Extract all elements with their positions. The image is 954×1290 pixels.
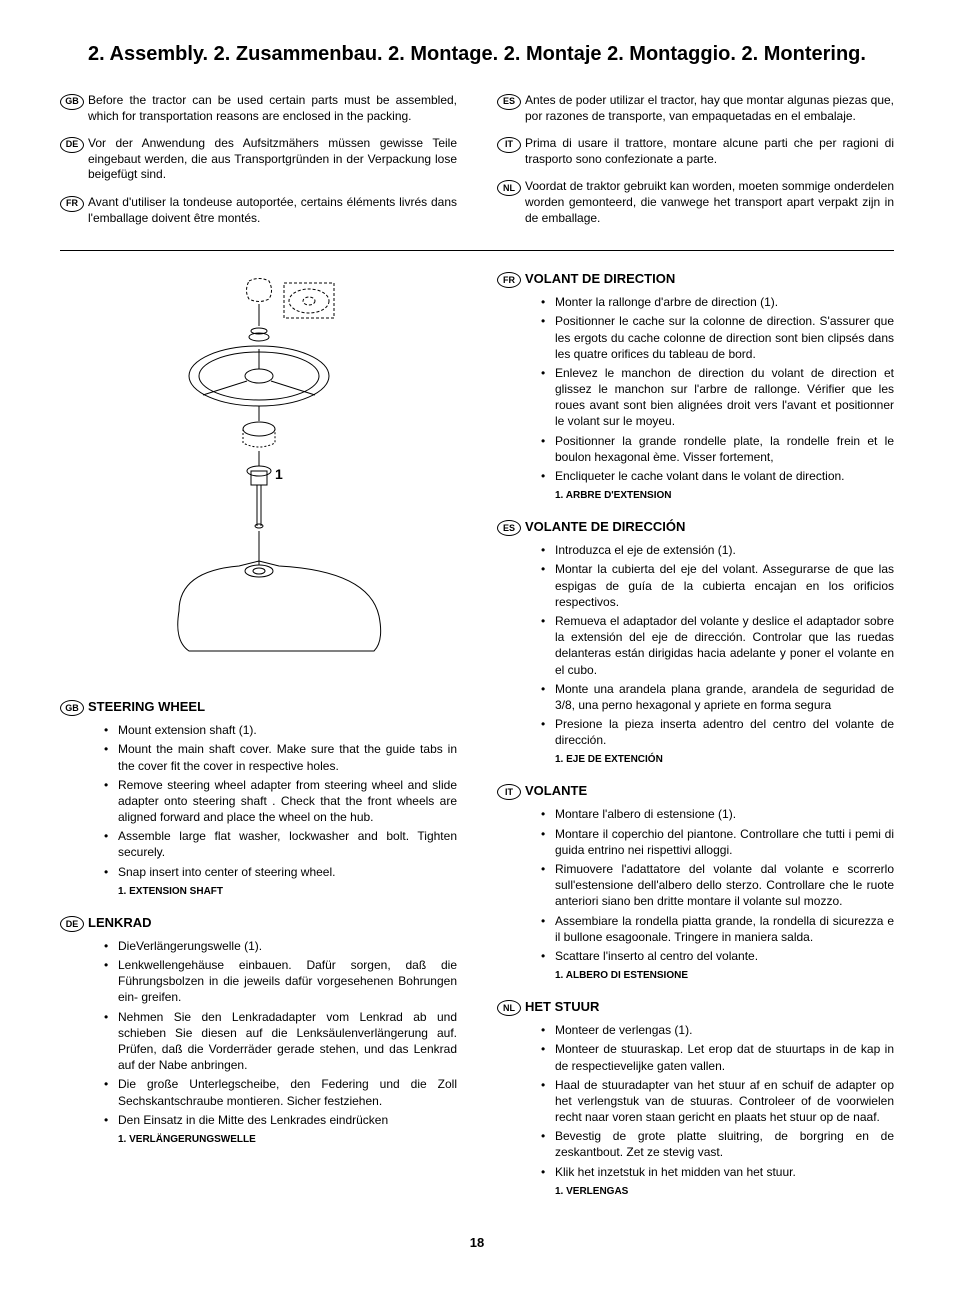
instruction-list: Monter la rallonge d'arbre de direction … bbox=[497, 294, 894, 484]
intro-section: GB Before the tractor can be used certai… bbox=[60, 93, 894, 251]
intro-de: DE Vor der Anwendung des Aufsitzmähers m… bbox=[60, 136, 457, 183]
list-item: Klik het inzetstuk in het midden van het… bbox=[541, 1164, 894, 1180]
intro-text: Avant d'utiliser la tondeuse autoportée,… bbox=[88, 195, 457, 226]
instruction-list: Montare l'albero di estensione (1). Mont… bbox=[497, 806, 894, 964]
intro-gb: GB Before the tractor can be used certai… bbox=[60, 93, 457, 124]
section-note: 1. VERLENGAS bbox=[555, 1186, 894, 1197]
list-item: Introduzca el eje de extensión (1). bbox=[541, 542, 894, 558]
list-item: Monteer de verlengas (1). bbox=[541, 1022, 894, 1038]
lang-badge-de: DE bbox=[60, 916, 84, 932]
instruction-list: DieVerlängerungswelle (1). Lenkwellengeh… bbox=[60, 938, 457, 1128]
intro-it: IT Prima di usare il trattore, montare a… bbox=[497, 136, 894, 167]
list-item: Encliqueter le cache volant dans le vola… bbox=[541, 468, 894, 484]
list-item: Nehmen Sie den Lenkradadapter vom Lenkra… bbox=[104, 1009, 457, 1074]
list-item: Positionner le cache sur la colonne de d… bbox=[541, 313, 894, 362]
lang-badge-nl: NL bbox=[497, 1000, 521, 1016]
list-item: Snap insert into center of steering whee… bbox=[104, 864, 457, 880]
list-item: Montare l'albero di estensione (1). bbox=[541, 806, 894, 822]
section-title: VOLANTE bbox=[525, 783, 587, 798]
section-nl: NL HET STUUR Monteer de verlengas (1). M… bbox=[497, 999, 894, 1197]
section-note: 1. VERLÄNGERUNGSWELLE bbox=[118, 1134, 457, 1145]
instruction-list: Monteer de verlengas (1). Monteer de stu… bbox=[497, 1022, 894, 1180]
list-item: Monter la rallonge d'arbre de direction … bbox=[541, 294, 894, 310]
lang-badge-es: ES bbox=[497, 520, 521, 536]
lang-badge-gb: GB bbox=[60, 700, 84, 716]
section-note: 1. ALBERO DI ESTENSIONE bbox=[555, 970, 894, 981]
intro-text: Antes de poder utilizar el tractor, hay … bbox=[525, 93, 894, 124]
lang-badge-de: DE bbox=[60, 137, 84, 153]
lang-badge-es: ES bbox=[497, 94, 521, 110]
list-item: Mount extension shaft (1). bbox=[104, 722, 457, 738]
intro-text: Vor der Anwendung des Aufsitzmähers müss… bbox=[88, 136, 457, 183]
list-item: Assembiare la rondella piatta grande, la… bbox=[541, 913, 894, 945]
intro-fr: FR Avant d'utiliser la tondeuse autoport… bbox=[60, 195, 457, 226]
intro-nl: NL Voordat de traktor gebruikt kan worde… bbox=[497, 179, 894, 226]
lang-badge-fr: FR bbox=[60, 196, 84, 212]
intro-text: Voordat de traktor gebruikt kan worden, … bbox=[525, 179, 894, 226]
intro-text: Prima di usare il trattore, montare alcu… bbox=[525, 136, 894, 167]
list-item: Positionner la grande rondelle plate, la… bbox=[541, 433, 894, 465]
list-item: DieVerlängerungswelle (1). bbox=[104, 938, 457, 954]
list-item: Assemble large flat washer, lockwasher a… bbox=[104, 828, 457, 860]
lang-badge-it: IT bbox=[497, 137, 521, 153]
list-item: Scattare l'inserto al centro del volante… bbox=[541, 948, 894, 964]
list-item: Mount the main shaft cover. Make sure th… bbox=[104, 741, 457, 773]
list-item: Den Einsatz in die Mitte des Lenkrades e… bbox=[104, 1112, 457, 1128]
page-number: 18 bbox=[60, 1235, 894, 1250]
section-note: 1. EJE DE EXTENCIÓN bbox=[555, 754, 894, 765]
lang-badge-fr: FR bbox=[497, 272, 521, 288]
page-title: 2. Assembly. 2. Zusammenbau. 2. Montage.… bbox=[60, 40, 894, 68]
section-fr: FR VOLANT DE DIRECTION Monter la rallong… bbox=[497, 271, 894, 501]
section-gb: GB STEERING WHEEL Mount extension shaft … bbox=[60, 699, 457, 897]
section-title: LENKRAD bbox=[88, 915, 152, 930]
section-es: ES VOLANTE DE DIRECCIÓN Introduzca el ej… bbox=[497, 519, 894, 765]
section-title: VOLANT DE DIRECTION bbox=[525, 271, 675, 286]
section-title: HET STUUR bbox=[525, 999, 599, 1014]
list-item: Monteer de stuuraskap. Let erop dat de s… bbox=[541, 1041, 894, 1073]
list-item: Haal de stuuradapter van het stuur af en… bbox=[541, 1077, 894, 1126]
lang-badge-nl: NL bbox=[497, 180, 521, 196]
intro-text: Before the tractor can be used certain p… bbox=[88, 93, 457, 124]
instruction-list: Mount extension shaft (1). Mount the mai… bbox=[60, 722, 457, 880]
lang-badge-it: IT bbox=[497, 784, 521, 800]
list-item: Remove steering wheel adapter from steer… bbox=[104, 777, 457, 826]
instruction-list: Introduzca el eje de extensión (1). Mont… bbox=[497, 542, 894, 748]
steering-wheel-diagram: 1 bbox=[60, 271, 457, 674]
list-item: Remueva el adaptador del volante y desli… bbox=[541, 613, 894, 678]
list-item: Die große Unterlegscheibe, den Federing … bbox=[104, 1076, 457, 1108]
list-item: Montar la cubierta del eje del volant. A… bbox=[541, 561, 894, 610]
section-title: STEERING WHEEL bbox=[88, 699, 205, 714]
section-de: DE LENKRAD DieVerlängerungswelle (1). Le… bbox=[60, 915, 457, 1145]
diagram-callout-1: 1 bbox=[275, 466, 283, 482]
list-item: Montare il coperchio del piantone. Contr… bbox=[541, 826, 894, 858]
list-item: Presione la pieza inserta adentro del ce… bbox=[541, 716, 894, 748]
intro-es: ES Antes de poder utilizar el tractor, h… bbox=[497, 93, 894, 124]
section-it: IT VOLANTE Montare l'albero di estension… bbox=[497, 783, 894, 981]
section-note: 1. ARBRE D'EXTENSION bbox=[555, 490, 894, 501]
lang-badge-gb: GB bbox=[60, 94, 84, 110]
section-note: 1. EXTENSION SHAFT bbox=[118, 886, 457, 897]
list-item: Monte una arandela plana grande, arandel… bbox=[541, 681, 894, 713]
list-item: Rimuovere l'adattatore del volante dal v… bbox=[541, 861, 894, 910]
list-item: Enlevez le manchon de direction du volan… bbox=[541, 365, 894, 430]
list-item: Bevestig de grote platte sluitring, de b… bbox=[541, 1128, 894, 1160]
section-title: VOLANTE DE DIRECCIÓN bbox=[525, 519, 685, 534]
list-item: Lenkwellengehäuse einbauen. Dafür sorgen… bbox=[104, 957, 457, 1006]
